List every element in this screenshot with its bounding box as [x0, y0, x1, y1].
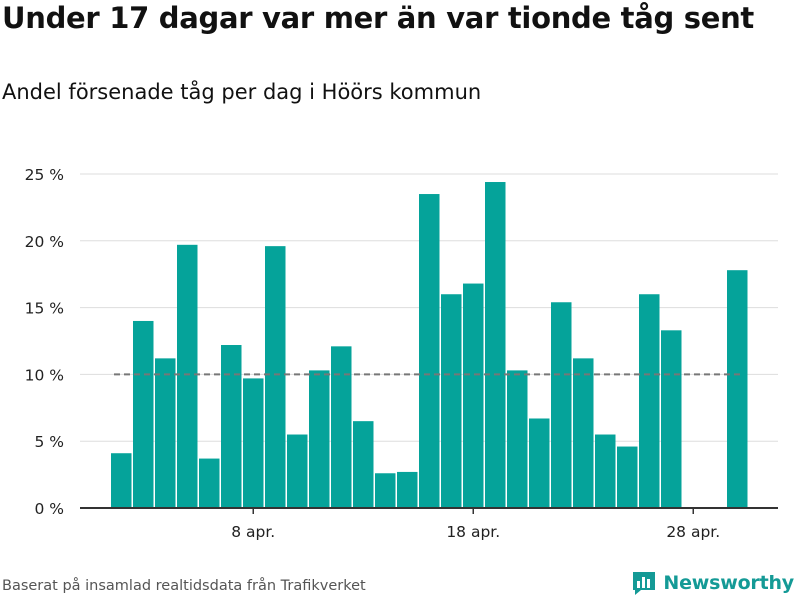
bar — [353, 421, 374, 508]
bar — [155, 358, 176, 508]
bar — [573, 358, 594, 508]
bar — [265, 246, 286, 509]
y-axis-tick-labels: 0 % 5 % 10 % 15 % 20 % 25 % — [25, 166, 64, 518]
bar — [397, 471, 418, 508]
chart-title: Under 17 dagar var mer än var tionde tåg… — [2, 1, 754, 35]
bar — [221, 345, 242, 508]
bar — [595, 434, 616, 508]
x-tick-label: 18 apr. — [446, 523, 500, 541]
brand-name: Newsworthy — [663, 572, 794, 594]
x-axis — [80, 507, 778, 514]
x-axis-tick-labels: 8 apr. 18 apr. 28 apr. — [231, 523, 720, 541]
bar — [485, 182, 506, 509]
y-tick-label: 15 % — [25, 300, 64, 318]
y-tick-label: 20 % — [25, 233, 64, 251]
bar — [419, 194, 440, 509]
bar — [177, 244, 198, 509]
bar — [661, 330, 682, 508]
bar — [309, 370, 330, 508]
bar — [551, 302, 572, 508]
bar-chart-logo-icon — [633, 572, 656, 595]
bars — [111, 182, 748, 509]
bar — [331, 346, 352, 508]
bar — [617, 446, 638, 508]
bar — [133, 320, 154, 508]
bar — [639, 294, 660, 508]
chart-subtitle: Andel försenade tåg per dag i Höörs komm… — [2, 80, 482, 104]
bar — [243, 378, 264, 508]
bar — [111, 453, 132, 508]
source-note: Baserat på insamlad realtidsdata från Tr… — [2, 578, 366, 594]
bar — [463, 283, 484, 508]
bar — [441, 294, 462, 508]
y-tick-label: 10 % — [25, 366, 64, 384]
x-tick-label: 8 apr. — [231, 523, 275, 541]
bar — [727, 270, 748, 508]
bar — [375, 473, 396, 508]
bar — [529, 418, 550, 508]
bar — [507, 370, 528, 508]
brand-logo[interactable]: Newsworthy — [631, 570, 794, 596]
x-tick-label: 28 apr. — [666, 523, 720, 541]
bar — [199, 458, 220, 508]
y-tick-label: 0 % — [34, 500, 64, 518]
y-tick-label: 5 % — [34, 433, 64, 451]
y-tick-label: 25 % — [25, 166, 64, 184]
bar — [287, 434, 308, 508]
